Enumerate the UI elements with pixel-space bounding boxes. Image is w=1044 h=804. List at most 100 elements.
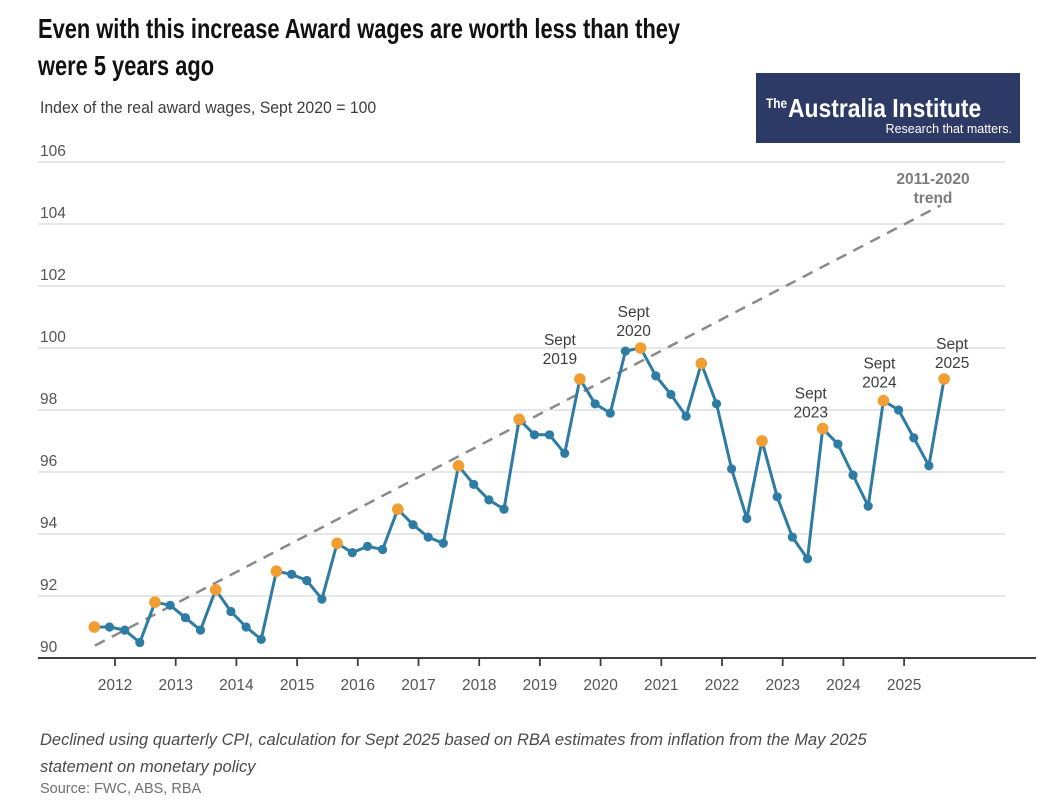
annotation-label: Sept xyxy=(936,336,969,353)
annotation-label: Sept xyxy=(863,356,896,373)
x-axis-label: 2023 xyxy=(765,677,799,694)
annotation-label: Sept xyxy=(544,332,577,349)
data-point-sept xyxy=(331,537,343,550)
y-axis-label: 102 xyxy=(40,267,66,284)
chart-footnote-line2: statement on monetary policy xyxy=(40,758,256,776)
data-point xyxy=(408,520,418,530)
data-point xyxy=(590,399,600,409)
y-axis-label: 100 xyxy=(40,329,66,346)
data-point-sept xyxy=(149,596,161,608)
data-point xyxy=(120,625,130,635)
chart-subtitle: Index of the real award wages, Sept 2020… xyxy=(40,98,377,117)
x-axis-label: 2019 xyxy=(523,677,557,694)
page-title-line2: were 5 years ago xyxy=(38,50,215,81)
trend-label: 2011-2020 xyxy=(896,171,969,188)
data-point-sept xyxy=(209,584,222,596)
annotation-label: Sept xyxy=(618,304,651,321)
data-point xyxy=(848,470,858,480)
data-point xyxy=(666,389,676,400)
source-note: Source: FWC, ABS, RBA xyxy=(40,781,202,797)
data-point-sept xyxy=(634,342,647,354)
data-point xyxy=(909,433,919,443)
y-axis-label: 92 xyxy=(40,577,57,594)
y-axis-label: 104 xyxy=(40,205,66,222)
data-point-sept xyxy=(938,373,950,385)
y-axis-label: 96 xyxy=(40,453,57,470)
data-point xyxy=(287,569,297,579)
data-point xyxy=(378,544,388,555)
x-axis-label: 2012 xyxy=(98,677,132,694)
chart-footnote-line1: Declined using quarterly CPI, calculatio… xyxy=(40,731,867,749)
data-point xyxy=(772,492,782,502)
x-axis-label: 2022 xyxy=(705,677,739,694)
data-point xyxy=(924,461,934,471)
x-axis-label: 2013 xyxy=(158,677,192,694)
page-title-line1: Even with this increase Award wages are … xyxy=(38,13,681,44)
data-point-sept xyxy=(877,394,890,407)
data-point xyxy=(651,371,661,381)
y-axis-label: 98 xyxy=(40,391,57,408)
x-axis-label: 2021 xyxy=(644,677,678,694)
x-axis-label: 2015 xyxy=(280,677,314,694)
data-point-sept xyxy=(392,503,404,515)
data-point xyxy=(711,399,722,409)
data-point xyxy=(165,600,175,610)
data-point-sept xyxy=(513,413,525,426)
annotation-label: 2019 xyxy=(543,351,577,368)
data-point xyxy=(469,479,479,489)
data-point xyxy=(484,495,494,505)
x-axis-label: 2024 xyxy=(826,677,861,694)
data-point xyxy=(742,513,752,524)
data-point-sept xyxy=(270,565,283,577)
data-point xyxy=(347,548,357,558)
y-axis-label: 90 xyxy=(40,639,58,656)
data-point xyxy=(195,625,206,635)
publisher-logo-name: TheAustralia Institute xyxy=(766,93,981,124)
data-point xyxy=(241,622,251,632)
data-point xyxy=(302,575,312,586)
y-axis-label: 106 xyxy=(40,143,66,160)
data-point xyxy=(529,430,540,440)
data-point xyxy=(605,408,615,418)
publisher-logo-wordmark: Australia Institute xyxy=(788,93,982,123)
data-point xyxy=(894,405,904,415)
publisher-logo-tagline: Research that matters. xyxy=(885,122,1012,136)
x-axis-label: 2014 xyxy=(219,677,254,694)
data-point xyxy=(863,501,873,511)
data-point xyxy=(833,439,843,449)
data-point xyxy=(544,430,555,440)
data-point-sept xyxy=(756,435,768,447)
data-point xyxy=(620,346,631,356)
data-point xyxy=(226,606,236,617)
x-axis-label: 2017 xyxy=(401,677,435,694)
data-point xyxy=(180,613,190,623)
data-point-sept xyxy=(816,422,829,435)
data-point xyxy=(727,464,737,474)
data-point-sept xyxy=(574,373,586,385)
data-point xyxy=(104,622,115,632)
data-point xyxy=(317,594,327,604)
page-title: Even with this increase Award wages are … xyxy=(38,10,861,84)
annotation-label: Sept xyxy=(795,386,828,403)
x-axis-label: 2016 xyxy=(341,677,375,694)
x-axis-label: 2018 xyxy=(462,677,496,694)
data-point xyxy=(135,637,145,648)
data-point xyxy=(499,504,509,514)
data-point-sept xyxy=(695,357,708,370)
chart-footnote: Declined using quarterly CPI, calculatio… xyxy=(40,727,867,781)
data-point xyxy=(438,538,448,548)
publisher-logo-prefix: The xyxy=(766,96,788,111)
data-point xyxy=(681,411,691,421)
data-point xyxy=(802,554,813,564)
x-axis-label: 2025 xyxy=(887,677,921,694)
trend-label: trend xyxy=(914,190,953,207)
data-point-sept xyxy=(452,460,465,472)
publisher-logo: TheAustralia Institute Research that mat… xyxy=(756,73,1020,143)
annotation-label: 2020 xyxy=(616,323,651,340)
y-axis-label: 94 xyxy=(40,515,58,532)
data-point xyxy=(423,532,433,542)
data-point xyxy=(256,634,266,645)
x-axis-label: 2020 xyxy=(583,677,618,694)
